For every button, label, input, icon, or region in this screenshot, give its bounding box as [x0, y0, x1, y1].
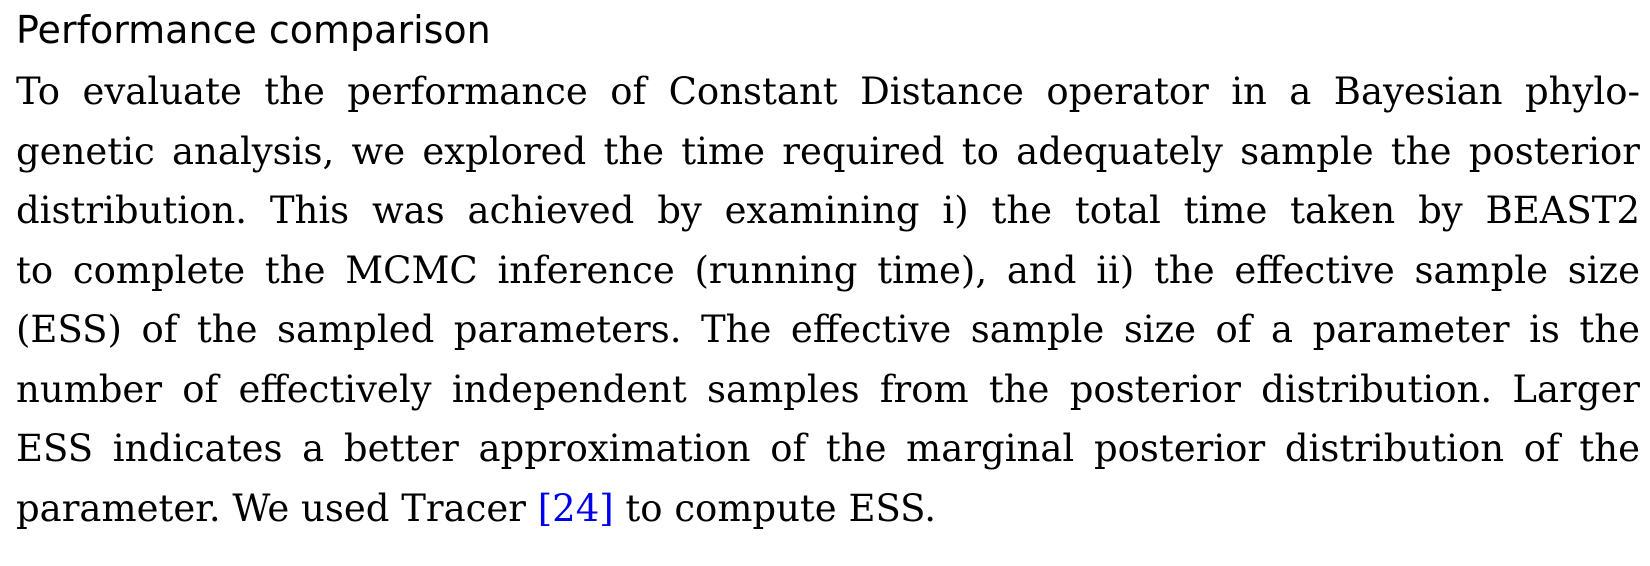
document-page: Performance comparison To evaluate the p… — [16, 0, 1640, 538]
paragraph-line: number of effectively independent sample… — [16, 367, 1640, 411]
section-heading: Performance comparison — [16, 8, 491, 52]
paragraph-line: (ESS) of the sampled parameters. The eff… — [16, 308, 1640, 351]
paragraph-line: genetic analysis, we explored the time r… — [16, 129, 1640, 173]
body-paragraph: To evaluate the performance of Constant … — [16, 62, 1640, 538]
paragraph-line: to complete the MCMC inference (running … — [16, 248, 1640, 292]
last-line-text-before: parameter. We used Tracer — [16, 486, 538, 530]
paragraph-line: To evaluate the performance of Constant … — [16, 70, 1640, 113]
paragraph-last-line: parameter. We used Tracer [24] to comput… — [16, 479, 1640, 539]
last-line-text-after: to compute ESS. — [613, 486, 936, 530]
paragraph-line: distribution. This was achieved by exami… — [16, 189, 1640, 232]
paragraph-line: ESS indicates a better approximation of … — [16, 427, 1640, 470]
citation-link[interactable]: [24] — [537, 486, 614, 530]
